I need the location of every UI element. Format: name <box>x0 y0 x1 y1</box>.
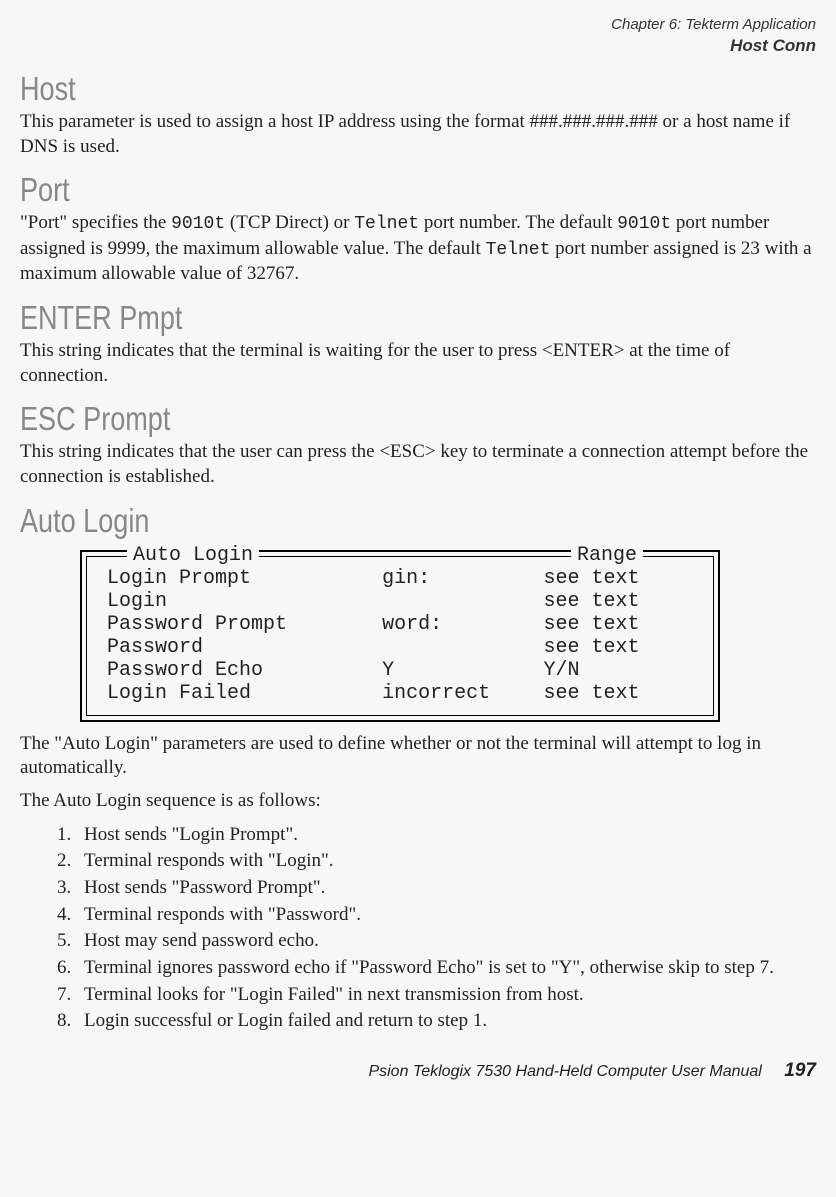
table-row: Login Promptgin:see text <box>101 567 699 590</box>
table-cell <box>376 590 537 613</box>
table-cell: Y <box>376 659 537 682</box>
table-cell: see text <box>538 590 699 613</box>
list-item: Host sends "Password Prompt". <box>76 875 816 901</box>
enter-paragraph: This string indicates that the terminal … <box>20 339 816 388</box>
port-code: Telnet <box>486 240 551 260</box>
footer-text: Psion Teklogix 7530 Hand-Held Computer U… <box>368 1063 761 1080</box>
table-cell: Password Prompt <box>101 613 376 636</box>
section-title-esc: ESC Prompt <box>20 400 673 438</box>
section-title-enter: ENTER Pmpt <box>20 299 673 337</box>
autologin-intro: The Auto Login sequence is as follows: <box>20 789 816 814</box>
table-cell <box>376 636 537 659</box>
table-row: Password see text <box>101 636 699 659</box>
list-item: Host sends "Login Prompt". <box>76 822 816 848</box>
table-cell: word: <box>376 613 537 636</box>
list-item: Terminal responds with "Password". <box>76 902 816 928</box>
list-item: Host may send password echo. <box>76 928 816 954</box>
table-cell: see text <box>538 567 699 590</box>
chapter-line: Chapter 6: Tekterm Application <box>20 16 816 35</box>
table-cell: Y/N <box>538 659 699 682</box>
host-paragraph: This parameter is used to assign a host … <box>20 110 816 159</box>
autologin-table: Login Promptgin:see textLoginsee textPas… <box>101 567 699 705</box>
list-item: Login successful or Login failed and ret… <box>76 1008 816 1034</box>
table-cell: see text <box>538 636 699 659</box>
port-paragraph: "Port" specifies the 9010t (TCP Direct) … <box>20 211 816 286</box>
autologin-paragraph: The "Auto Login" parameters are used to … <box>20 732 816 781</box>
table-cell: Login Prompt <box>101 567 376 590</box>
port-text: "Port" specifies the <box>20 212 171 233</box>
section-title-port: Port <box>20 171 673 209</box>
box-label-right: Range <box>571 544 643 567</box>
page-header: Chapter 6: Tekterm Application Host Conn <box>20 16 816 56</box>
list-item: Terminal responds with "Login". <box>76 848 816 874</box>
table-row: Login see text <box>101 590 699 613</box>
subheader-line: Host Conn <box>20 35 816 56</box>
list-item: Terminal ignores password echo if "Passw… <box>76 955 816 981</box>
port-code: Telnet <box>354 214 419 234</box>
port-code: 9010t <box>171 214 225 234</box>
port-code: 9010t <box>617 214 671 234</box>
table-cell: see text <box>538 613 699 636</box>
table-cell: Password Echo <box>101 659 376 682</box>
autologin-steps: Host sends "Login Prompt".Terminal respo… <box>20 822 816 1034</box>
autologin-box: Auto Login Range Login Promptgin:see tex… <box>80 550 720 722</box>
table-row: Password Promptword:see text <box>101 613 699 636</box>
box-label-left: Auto Login <box>127 544 259 567</box>
table-cell: see text <box>538 682 699 705</box>
table-cell: Login Failed <box>101 682 376 705</box>
table-row: Login Failedincorrectsee text <box>101 682 699 705</box>
port-text: port number. The default <box>419 212 617 233</box>
section-title-host: Host <box>20 70 673 108</box>
list-item: Terminal looks for "Login Failed" in nex… <box>76 982 816 1008</box>
table-cell: gin: <box>376 567 537 590</box>
page-number: 197 <box>784 1060 816 1081</box>
esc-paragraph: This string indicates that the user can … <box>20 440 816 489</box>
table-cell: Login <box>101 590 376 613</box>
section-title-autologin: Auto Login <box>20 502 673 540</box>
table-cell: Password <box>101 636 376 659</box>
table-cell: incorrect <box>376 682 537 705</box>
page-footer: Psion Teklogix 7530 Hand-Held Computer U… <box>20 1060 816 1082</box>
table-row: Password EchoYY/N <box>101 659 699 682</box>
port-text: (TCP Direct) or <box>225 212 354 233</box>
